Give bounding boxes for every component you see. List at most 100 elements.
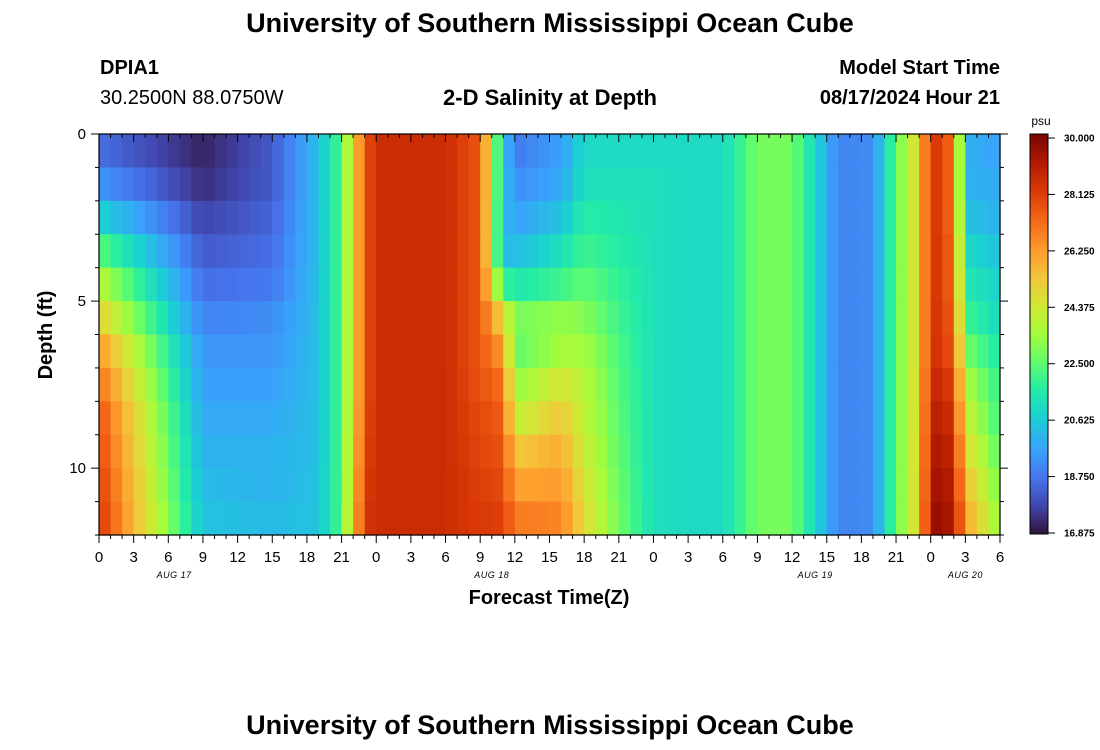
heatmap-cell <box>561 501 574 536</box>
heatmap-cell <box>665 367 678 402</box>
heatmap-cell <box>953 134 966 169</box>
heatmap-cell <box>607 200 620 235</box>
heatmap-cell <box>757 401 770 436</box>
heatmap-cell <box>595 434 608 469</box>
heatmap-cell <box>780 267 793 302</box>
heatmap-cell <box>110 434 123 469</box>
heatmap-cell <box>503 468 516 503</box>
heatmap-cell <box>884 501 897 536</box>
heatmap-cell <box>699 301 712 336</box>
heatmap-cell <box>145 434 158 469</box>
heatmap-cell <box>953 167 966 202</box>
heatmap-cell <box>665 334 678 369</box>
heatmap-cell <box>942 468 955 503</box>
heatmap-cell <box>849 234 862 269</box>
heatmap-cell <box>630 234 643 269</box>
heatmap-cell <box>514 301 527 336</box>
heatmap-cell <box>226 267 239 302</box>
heatmap-cell <box>537 267 551 302</box>
heatmap-cell <box>179 301 193 336</box>
heatmap-cell <box>537 468 551 503</box>
heatmap-cell <box>445 167 458 202</box>
heatmap-cell <box>953 401 966 436</box>
heatmap-cell <box>826 301 839 336</box>
heatmap-cell <box>826 267 839 302</box>
heatmap-cell <box>965 134 978 169</box>
heatmap-cell <box>526 334 539 369</box>
heatmap-cell <box>607 501 620 536</box>
heatmap-cell <box>942 367 955 402</box>
heatmap-cell <box>665 501 678 536</box>
heatmap-cell <box>896 334 909 369</box>
heatmap-cell <box>665 434 678 469</box>
heatmap-cell <box>849 134 862 169</box>
heatmap-cell <box>988 401 1001 436</box>
heatmap-cell <box>214 167 227 202</box>
heatmap-cell <box>433 200 447 235</box>
heatmap-cell <box>341 200 354 235</box>
heatmap-cell <box>295 501 308 536</box>
heatmap-cell <box>295 468 308 503</box>
heatmap-cell <box>688 301 701 336</box>
heatmap-cell <box>306 200 320 235</box>
heatmap-cell <box>272 334 285 369</box>
heatmap-cell <box>422 234 435 269</box>
heatmap-cell <box>607 334 620 369</box>
heatmap-cell <box>595 468 608 503</box>
heatmap-cell <box>503 401 516 436</box>
heatmap-cell <box>214 501 227 536</box>
heatmap-cell <box>896 501 909 536</box>
heatmap-cell <box>734 501 747 536</box>
heatmap-cell <box>965 200 978 235</box>
heatmap-cell <box>838 401 851 436</box>
heatmap-cell <box>688 134 701 169</box>
heatmap-cell <box>457 334 470 369</box>
heatmap-cell <box>156 434 169 469</box>
heatmap-cell <box>318 367 331 402</box>
heatmap-cell <box>295 434 308 469</box>
heatmap-cell <box>607 468 620 503</box>
heatmap-cell <box>861 401 874 436</box>
heatmap-cell <box>318 200 331 235</box>
heatmap-cell <box>468 367 481 402</box>
heatmap-cell <box>641 167 655 202</box>
heatmap-cell <box>688 501 701 536</box>
heatmap-cell <box>711 234 724 269</box>
heatmap-cell <box>306 401 320 436</box>
heatmap-cell <box>653 301 666 336</box>
heatmap-cell <box>942 234 955 269</box>
heatmap-cell <box>976 167 990 202</box>
heatmap-cell <box>272 234 285 269</box>
heatmap-cell <box>191 401 204 436</box>
heatmap-cell <box>468 501 481 536</box>
heatmap-cell <box>826 401 839 436</box>
heatmap-cell <box>214 334 227 369</box>
heatmap-cell <box>283 234 296 269</box>
heatmap-cell <box>226 334 239 369</box>
heatmap-cell <box>907 267 920 302</box>
heatmap-cell <box>734 367 747 402</box>
heatmap-cell <box>676 234 689 269</box>
x-tick-label: 9 <box>476 549 484 566</box>
heatmap-cell <box>399 367 412 402</box>
heatmap-cell <box>572 301 585 336</box>
heatmap-cell <box>214 267 227 302</box>
heatmap-cell <box>803 434 816 469</box>
heatmap-cell <box>930 267 943 302</box>
heatmap-cell <box>884 234 897 269</box>
heatmap-cell <box>191 167 204 202</box>
heatmap-cell <box>607 401 620 436</box>
heatmap-cell <box>110 234 123 269</box>
heatmap-cell <box>849 434 862 469</box>
heatmap-cell <box>768 367 782 402</box>
heatmap-cell <box>272 468 285 503</box>
heatmap-cell <box>976 134 990 169</box>
heatmap-cell <box>803 468 816 503</box>
heatmap-cell <box>168 401 181 436</box>
heatmap-cell <box>780 134 793 169</box>
heatmap-cell <box>572 167 585 202</box>
x-tick-label: 21 <box>610 549 627 566</box>
heatmap-cell <box>919 501 932 536</box>
heatmap-cell <box>676 301 689 336</box>
